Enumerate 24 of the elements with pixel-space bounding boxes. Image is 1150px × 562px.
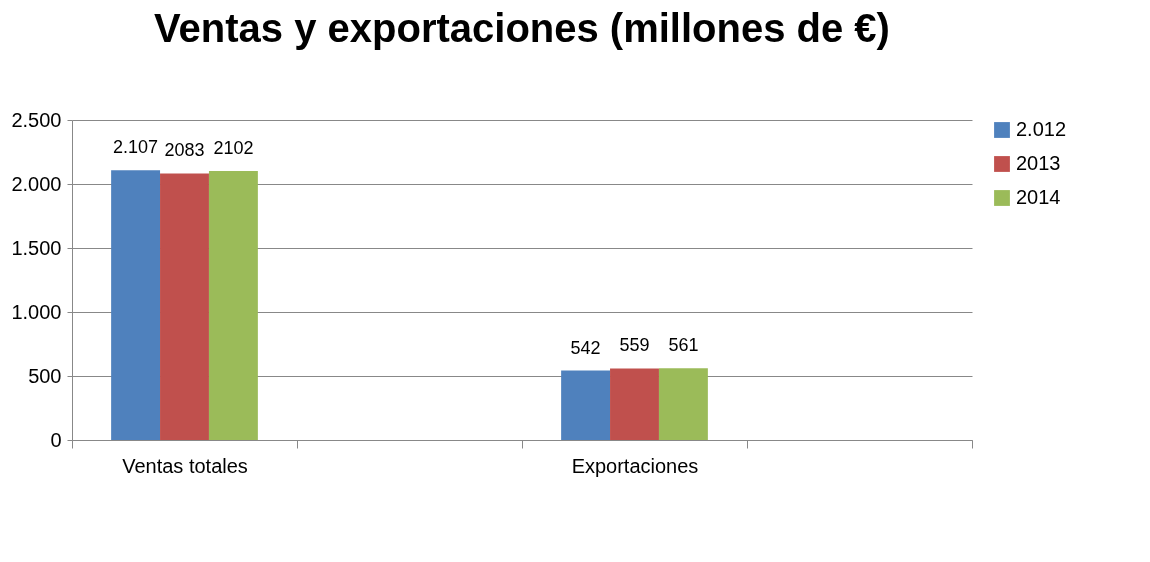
data-label: 2083 (164, 140, 205, 161)
bar (208, 170, 258, 440)
y-tick-label: 0 (50, 428, 62, 451)
legend-label: 2013 (1016, 152, 1061, 174)
data-label: 542 (570, 337, 601, 358)
y-tick-label: 1.500 (11, 236, 62, 259)
data-label: 2.107 (113, 137, 159, 158)
legend-label: 2.012 (1016, 118, 1067, 140)
bar (561, 370, 611, 440)
chart-title: Ventas y exportaciones (millones de €) (154, 6, 890, 50)
legend-label: 2014 (1016, 186, 1061, 208)
data-label: 561 (668, 335, 699, 356)
y-tick-label: 1.000 (11, 300, 62, 323)
data-label: 559 (619, 335, 650, 356)
bar (111, 170, 161, 440)
bar (658, 368, 708, 440)
data-label: 2102 (213, 137, 254, 158)
y-tick-label: 500 (28, 364, 62, 387)
x-tick-label: Exportaciones (571, 454, 699, 477)
y-tick-label: 2.500 (11, 108, 62, 131)
x-tick-label: Ventas totales (122, 454, 248, 477)
bar (610, 368, 659, 440)
y-tick-label: 2.000 (11, 172, 62, 195)
bar (160, 173, 209, 440)
